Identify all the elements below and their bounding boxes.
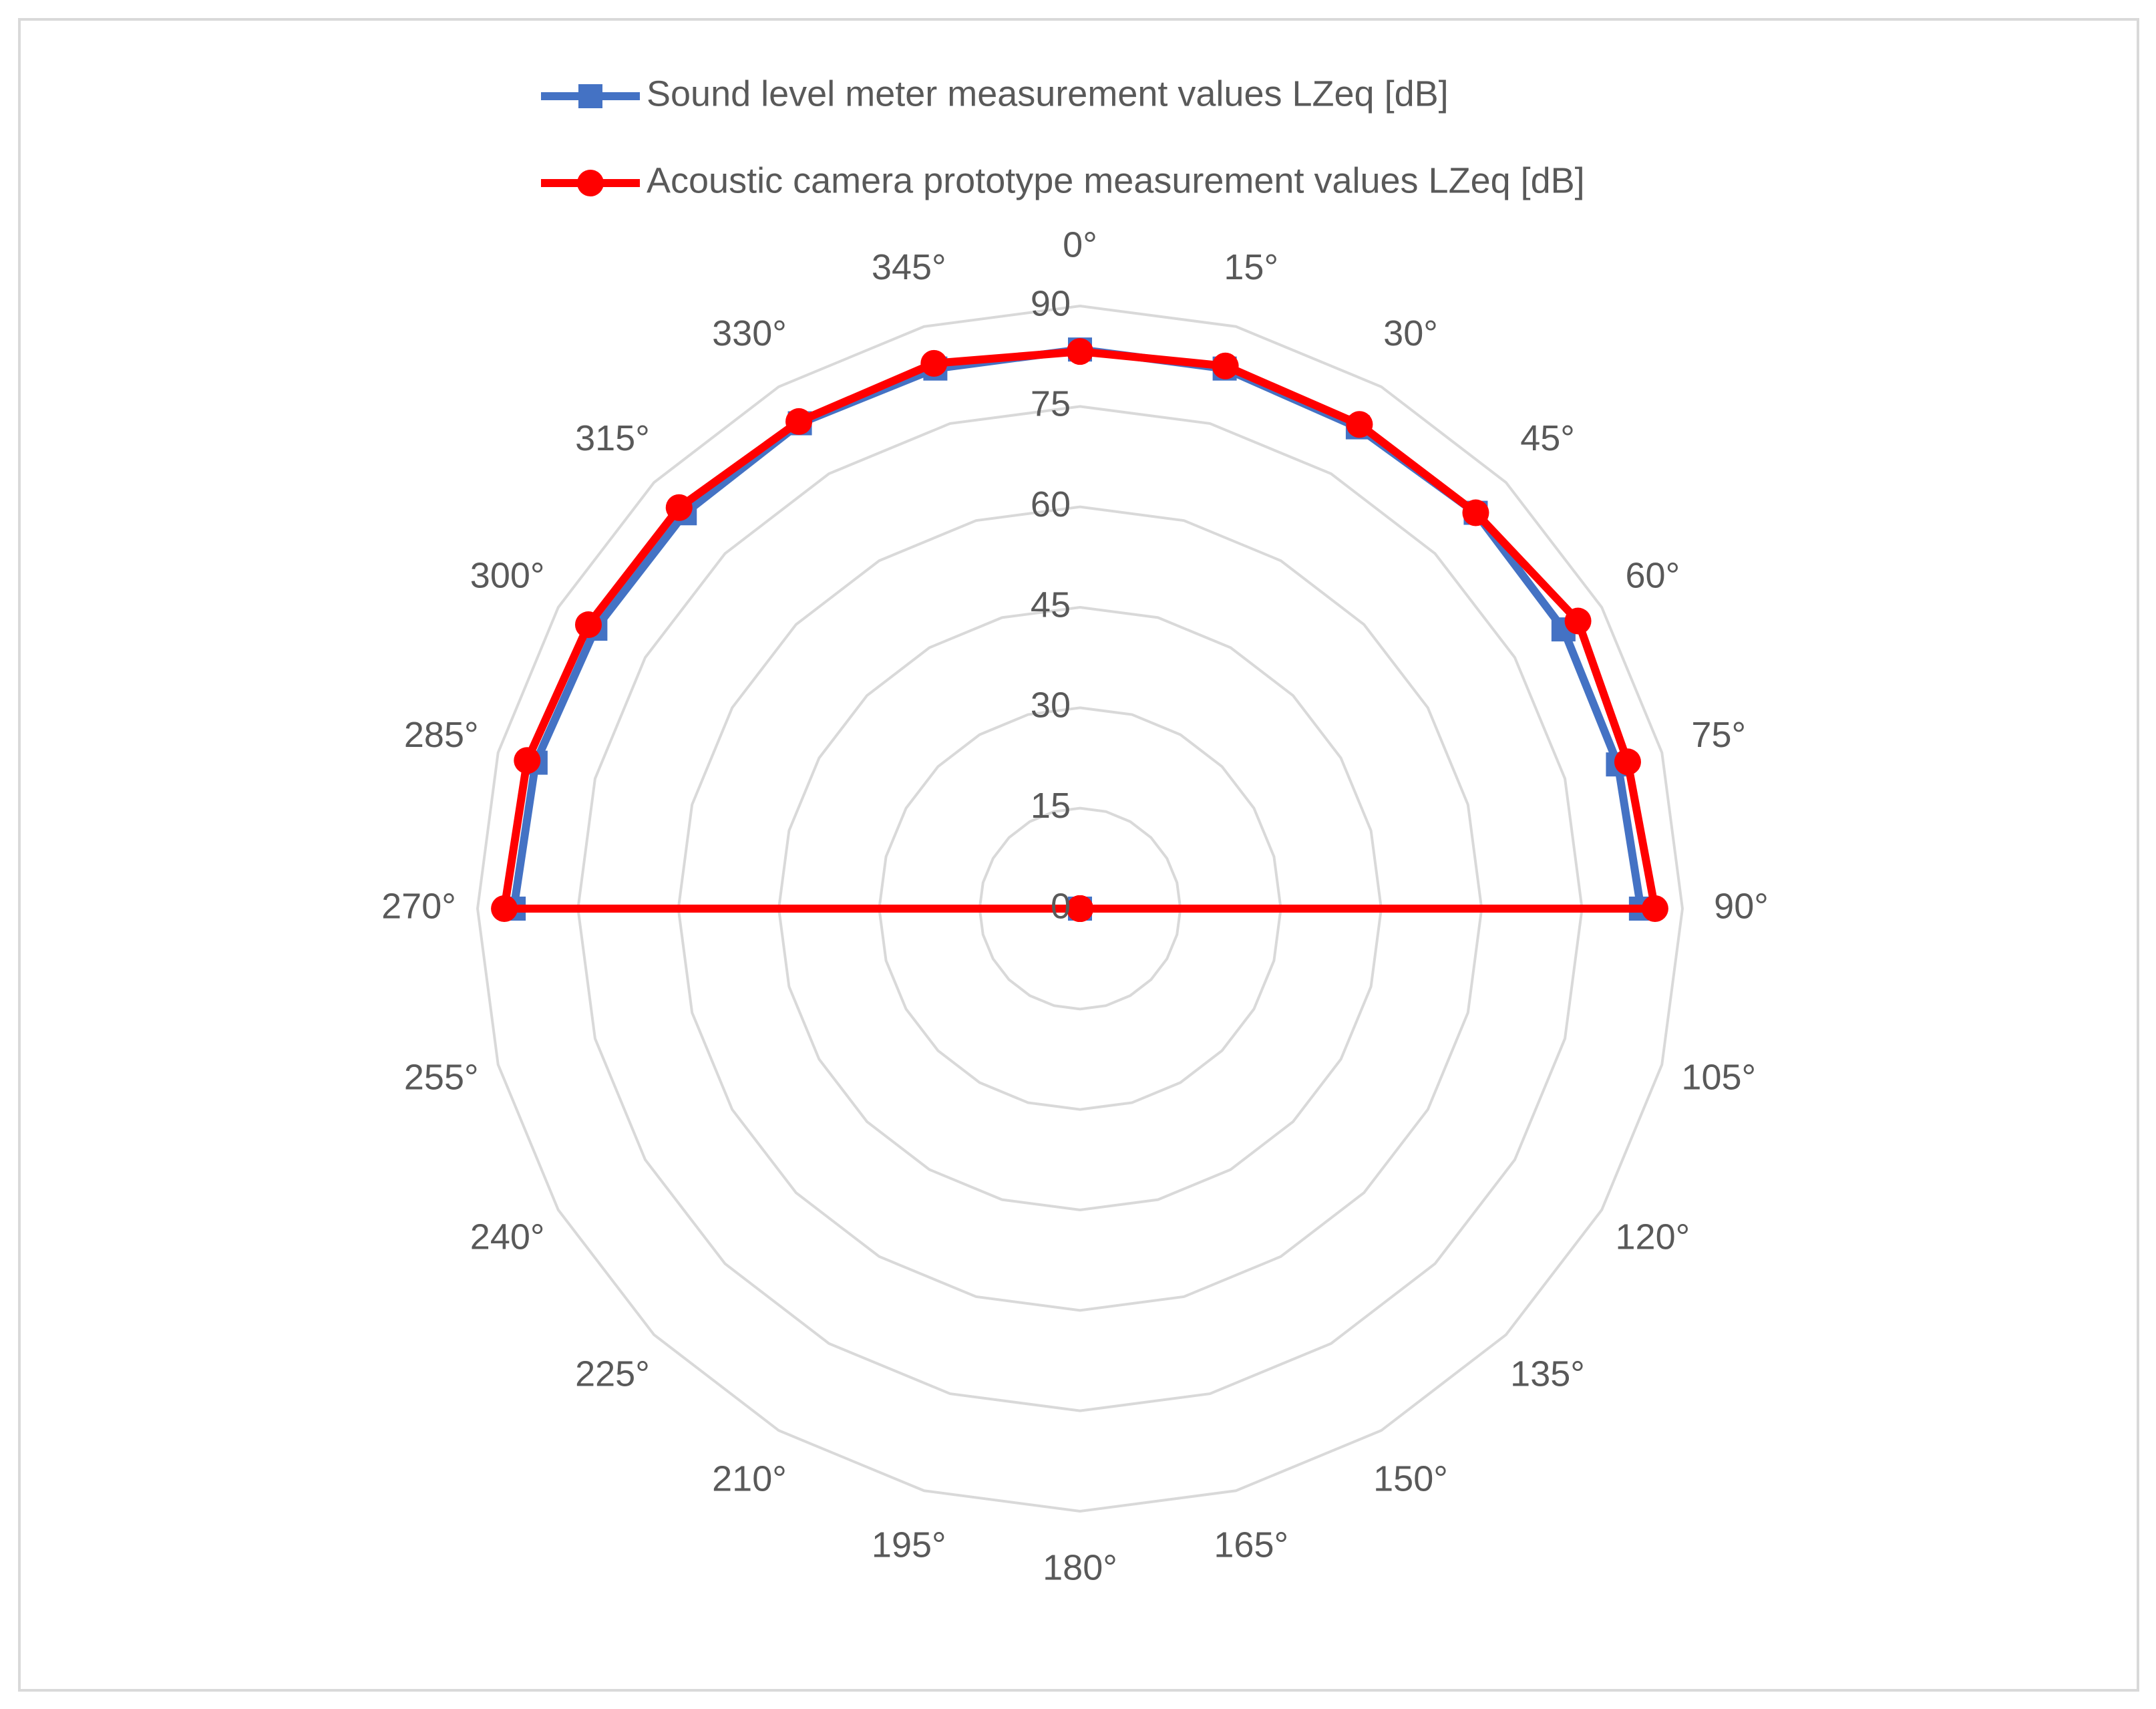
grid-ring xyxy=(476,304,1684,1513)
category-label: 150° xyxy=(1373,1459,1448,1499)
category-label: 105° xyxy=(1681,1057,1756,1097)
category-label: 225° xyxy=(575,1354,650,1394)
labels: 0 15 30 45 60 75 90 0° 15° 30° 45° 60° 75° 90° 105° 120… xyxy=(381,224,1769,1587)
data-point xyxy=(1564,607,1592,635)
data-point xyxy=(665,494,693,521)
y-tick-label: 90 xyxy=(1031,283,1071,323)
y-tick-label: 60 xyxy=(1031,484,1071,524)
category-label: 330° xyxy=(712,313,787,353)
chart-border xyxy=(18,18,2139,1692)
category-label: 0° xyxy=(1063,224,1097,265)
category-label: 60° xyxy=(1626,555,1680,595)
data-point xyxy=(1614,748,1641,776)
category-label: 15° xyxy=(1224,247,1278,287)
data-point xyxy=(920,349,948,377)
category-label: 270° xyxy=(381,886,456,926)
category-label: 30° xyxy=(1383,313,1438,353)
category-label: 300° xyxy=(470,555,545,595)
grid-ring xyxy=(677,505,1483,1312)
category-label: 90° xyxy=(1714,886,1769,926)
category-label: 120° xyxy=(1616,1217,1690,1257)
category-label: 255° xyxy=(404,1057,479,1097)
y-tick-label: 30 xyxy=(1031,685,1071,726)
legend: Sound level meter measurement values LZe… xyxy=(541,73,1585,200)
grid-ring xyxy=(777,605,1383,1212)
y-tick-label: 45 xyxy=(1031,585,1071,625)
category-label: 240° xyxy=(470,1217,545,1257)
data-point xyxy=(514,747,541,774)
data-point xyxy=(574,611,602,639)
data-point xyxy=(1641,895,1668,922)
legend-label: Acoustic camera prototype measurement va… xyxy=(647,160,1585,200)
category-label: 285° xyxy=(404,715,479,755)
data-point xyxy=(1067,895,1093,922)
grid-ring xyxy=(576,405,1584,1412)
data-point xyxy=(491,895,518,922)
category-label: 165° xyxy=(1214,1525,1288,1565)
y-tick-label: 75 xyxy=(1031,384,1071,424)
category-label: 75° xyxy=(1691,715,1746,755)
category-label: 315° xyxy=(575,418,650,458)
data-point xyxy=(1212,352,1239,379)
y-tick-label: 0 xyxy=(1051,886,1071,926)
category-label: 195° xyxy=(872,1525,946,1565)
grid-ring xyxy=(878,706,1282,1111)
data-point xyxy=(785,408,813,435)
category-label: 345° xyxy=(872,247,946,287)
category-label: 210° xyxy=(712,1459,787,1499)
data-point xyxy=(1346,411,1373,438)
grid-ring xyxy=(978,806,1182,1011)
data-point xyxy=(1462,499,1489,526)
legend-marker xyxy=(577,170,604,196)
data-point xyxy=(1067,338,1093,365)
category-label: 135° xyxy=(1510,1354,1585,1394)
legend-label: Sound level meter measurement values LZe… xyxy=(647,73,1449,114)
y-tick-label: 15 xyxy=(1031,786,1071,826)
category-label: 180° xyxy=(1043,1547,1117,1587)
grid xyxy=(476,304,1684,1513)
legend-marker xyxy=(578,84,602,108)
category-label: 45° xyxy=(1520,418,1575,458)
series xyxy=(491,337,1668,922)
